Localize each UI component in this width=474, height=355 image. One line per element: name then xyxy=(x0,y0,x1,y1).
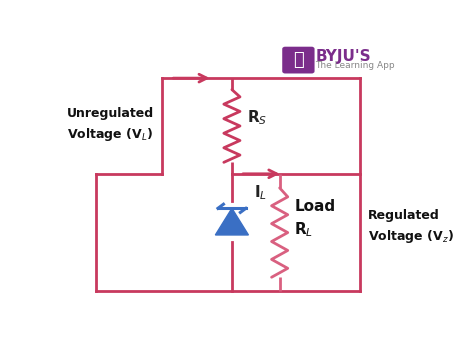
Text: BYJU'S: BYJU'S xyxy=(315,49,371,64)
Text: Ⓑ: Ⓑ xyxy=(293,51,304,69)
Text: Load
R$_L$: Load R$_L$ xyxy=(294,198,336,239)
Text: The Learning App: The Learning App xyxy=(315,61,395,70)
FancyBboxPatch shape xyxy=(282,47,315,73)
Text: Regulated
Voltage (V$_z$): Regulated Voltage (V$_z$) xyxy=(368,209,454,245)
Polygon shape xyxy=(215,208,248,235)
Text: Unregulated
Voltage (V$_L$): Unregulated Voltage (V$_L$) xyxy=(66,106,154,143)
Text: I$_L$: I$_L$ xyxy=(254,184,267,202)
Text: R$_S$: R$_S$ xyxy=(246,108,267,127)
